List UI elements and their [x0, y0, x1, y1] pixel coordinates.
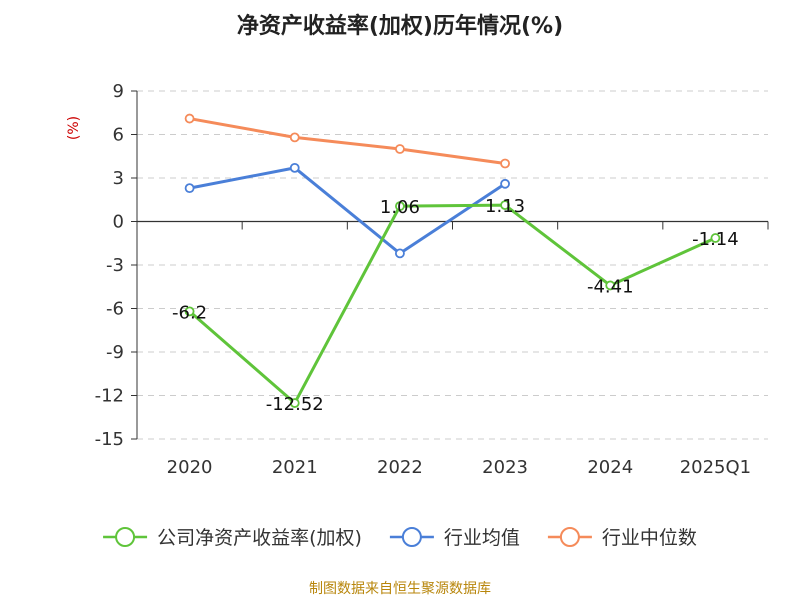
legend-item-1: 行业均值 [389, 527, 520, 549]
point-s1-2022 [395, 248, 405, 259]
y-tick-label--9: -9 [106, 342, 124, 363]
legend-marker-2 [559, 527, 580, 547]
point-s0-2021 [289, 398, 300, 408]
legend-item-2: 行业中位数 [547, 527, 697, 549]
data-label-2021: -12.52 [266, 394, 324, 415]
y-tick-label--15: -15 [95, 429, 124, 450]
x-tick-label-2020: 2020 [167, 457, 213, 478]
data-labels: -6.2 -12.52 1.06 1.13 -4.41 -1.14 [172, 196, 739, 415]
series-line-1 [189, 166, 506, 255]
legend-label-1: 行业均值 [444, 527, 520, 549]
point-s1-2023 [500, 178, 510, 189]
point-s0-2023 [500, 200, 510, 211]
legend-item-0: 公司净资产收益率(加权) [103, 527, 362, 549]
y-tick-label-9: 9 [113, 81, 124, 102]
point-s2-2022 [395, 144, 405, 154]
y-tick-label--12: -12 [95, 386, 124, 407]
data-label-2020: -6.2 [172, 302, 207, 323]
legend-label-0: 公司净资产收益率(加权) [157, 527, 362, 549]
x-tick-label-2024: 2024 [587, 457, 633, 478]
point-s2-2020 [184, 113, 195, 124]
point-s2-2023 [500, 158, 510, 169]
data-label-2024: -4.41 [587, 276, 634, 297]
point-s0-2024 [605, 280, 616, 291]
x-tick-label-2025Q1: 2025Q1 [680, 457, 751, 478]
y-tick-label--6: -6 [106, 299, 124, 320]
x-tick-label-2021: 2021 [272, 457, 318, 478]
y-tick-label-3: 3 [113, 168, 124, 189]
point-s0-2022 [395, 201, 405, 212]
point-s2-2021 [289, 132, 300, 143]
x-tick-label-2023: 2023 [482, 457, 528, 478]
series-lines [184, 113, 721, 408]
y-axis-unit-label: (%) [66, 116, 82, 140]
gridlines [137, 90, 768, 440]
y-tick-label-0: 0 [113, 212, 124, 233]
data-source-note: 制图数据来自恒生聚源数据库 [309, 581, 491, 597]
chart-title: 净资产收益率(加权)历年情况(%) [237, 13, 563, 39]
data-label-2023: 1.13 [485, 196, 525, 217]
series-line-0 [188, 203, 717, 405]
x-tick-label-2022: 2022 [377, 457, 423, 478]
legend-label-2: 行业中位数 [602, 527, 697, 549]
legend-marker-0 [115, 527, 136, 547]
point-s1-2021 [289, 162, 300, 173]
point-s0-2025Q1 [710, 233, 721, 243]
point-s0-2020 [184, 306, 195, 317]
data-label-2025Q1: -1.14 [692, 229, 739, 250]
legend-marker-1 [401, 527, 422, 547]
y-tick-label--3: -3 [106, 255, 124, 276]
point-s1-2020 [184, 183, 195, 194]
legend: 公司净资产收益率(加权) 行业均值 行业中位数 [103, 527, 697, 549]
data-label-2022: 1.06 [380, 197, 420, 218]
series-line-2 [189, 117, 506, 165]
y-tick-label-6: 6 [113, 125, 124, 146]
axes: 9 6 3 0 -3 -6 -9 -12 -15 2020 2021 2022 2023 2024 2025… [95, 81, 769, 478]
